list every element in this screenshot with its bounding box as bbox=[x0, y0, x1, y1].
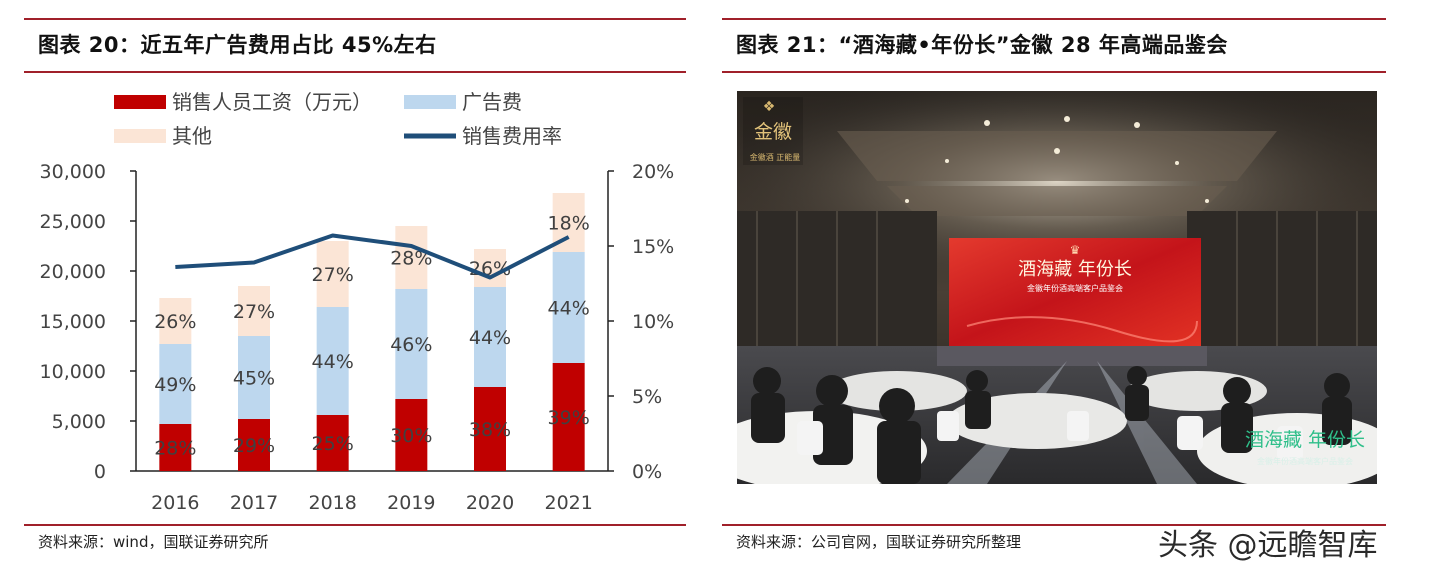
bar-segment bbox=[474, 387, 506, 471]
bar-data-label: 28% bbox=[390, 248, 432, 270]
bar-data-label: 45% bbox=[233, 368, 275, 390]
bar-segment bbox=[159, 424, 192, 471]
logo-text: 金徽 bbox=[754, 121, 792, 143]
source-note: 资料来源：wind，国联证券研究所 bbox=[38, 533, 269, 551]
bar-segment bbox=[238, 419, 270, 471]
bar-data-label: 39% bbox=[548, 407, 590, 429]
y-left-tick-label: 20,000 bbox=[40, 261, 106, 283]
x-tick-label: 2019 bbox=[387, 492, 435, 514]
bar-segment bbox=[238, 286, 270, 336]
y-right-tick-label: 15% bbox=[632, 236, 674, 258]
bar-data-label: 44% bbox=[469, 327, 511, 349]
svg-text:♛: ♛ bbox=[1070, 243, 1081, 257]
bar-segment bbox=[395, 226, 428, 289]
screen-title: 酒海藏 年份长 bbox=[1018, 259, 1132, 280]
brand-logo: ❖ 金徽 金徽酒 正能量 bbox=[743, 97, 803, 165]
photo-title: 图表 21：“酒海藏•年份长”金徽 28 年高端品鉴会 bbox=[736, 33, 1228, 57]
bar-segment bbox=[395, 289, 428, 399]
screen-subtitle: 金徽年份酒高端客户品鉴会 bbox=[1027, 283, 1123, 293]
legend-item: 其他 bbox=[114, 124, 212, 148]
chart-axes: 0 5,000 10,000 15,000 20,000 25,000 30,000 0% 5%… bbox=[40, 161, 675, 514]
bottom-rule bbox=[24, 524, 686, 526]
y-right-tick-label: 20% bbox=[632, 161, 674, 183]
stage-screen: ♛ 酒海藏 年份长 金徽年份酒高端客户品鉴会 bbox=[1018, 243, 1132, 293]
y-right-tick-label: 10% bbox=[632, 311, 674, 333]
logo-subtext: 金徽酒 正能量 bbox=[750, 152, 801, 162]
legend-label: 销售人员工资（万元） bbox=[172, 90, 372, 114]
y-left-tick-label: 30,000 bbox=[40, 161, 106, 183]
bar-segment bbox=[552, 363, 585, 471]
bar-segment bbox=[316, 307, 349, 415]
watermark: 头条 @远瞻智库 bbox=[1158, 528, 1378, 563]
chart-title: 图表 20：近五年广告费用占比 45%左右 bbox=[38, 33, 437, 57]
source-note: 资料来源：公司官网，国联证券研究所整理 bbox=[736, 533, 1022, 551]
bar-data-label: 29% bbox=[233, 435, 275, 457]
legend-label: 其他 bbox=[172, 124, 212, 148]
bar-segment bbox=[159, 298, 192, 344]
x-tick-label: 2018 bbox=[308, 492, 356, 514]
y-left-tick-label: 5,000 bbox=[52, 411, 106, 433]
y-left-tick-label: 15,000 bbox=[40, 311, 106, 333]
legend-item: 销售人员工资（万元） bbox=[114, 90, 372, 114]
bar-data-label: 46% bbox=[390, 334, 432, 356]
bar-data-label: 27% bbox=[312, 264, 354, 286]
bar-data-label: 49% bbox=[154, 374, 196, 396]
legend-swatch bbox=[114, 129, 166, 143]
legend-swatch bbox=[114, 95, 166, 109]
bar-data-label: 26% bbox=[154, 311, 196, 333]
top-rule bbox=[722, 18, 1386, 20]
bar-data-label: 44% bbox=[312, 351, 354, 373]
bar-segment bbox=[159, 344, 192, 424]
legend-item: 销售费用率 bbox=[404, 124, 562, 148]
bar-segment bbox=[474, 287, 506, 387]
y-right-tick-label: 5% bbox=[632, 386, 662, 408]
legend-swatch bbox=[404, 95, 456, 109]
bar-segment bbox=[238, 336, 270, 419]
bottom-rule bbox=[722, 524, 1386, 526]
photo-overlay-caption: 酒海藏 年份长 金徽年份酒高端客户品鉴会 bbox=[1245, 429, 1365, 466]
bar-segment bbox=[316, 415, 349, 471]
x-tick-label: 2017 bbox=[230, 492, 278, 514]
x-tick-label: 2016 bbox=[151, 492, 199, 514]
legend-label: 销售费用率 bbox=[462, 124, 562, 148]
bar-data-label: 30% bbox=[390, 425, 432, 447]
x-tick-label: 2020 bbox=[466, 492, 514, 514]
chart-line bbox=[175, 233, 570, 280]
bar-segment bbox=[474, 249, 506, 287]
legend-label: 广告费 bbox=[462, 90, 522, 114]
rate-line bbox=[175, 233, 570, 280]
bar-segment bbox=[552, 252, 585, 363]
bar-data-label: 25% bbox=[312, 433, 354, 455]
y-left-tick-label: 10,000 bbox=[40, 361, 106, 383]
title-rule bbox=[722, 71, 1386, 73]
bar-segment bbox=[395, 399, 428, 471]
y-left-tick-label: 25,000 bbox=[40, 211, 106, 233]
bar-data-label: 28% bbox=[154, 438, 196, 460]
legend-item: 广告费 bbox=[404, 90, 522, 114]
bar-data-label: 38% bbox=[469, 419, 511, 441]
svg-text:❖: ❖ bbox=[763, 99, 776, 115]
x-tick-label: 2021 bbox=[544, 492, 592, 514]
chart-bars: 28% 49% 26% 29% 45% 27% 25% 44% 27% 30% 46% 28% 38% 4… bbox=[154, 193, 590, 471]
bar-data-label: 44% bbox=[548, 298, 590, 320]
bar-segment bbox=[316, 241, 349, 307]
top-rule bbox=[24, 18, 686, 20]
title-rule bbox=[24, 71, 686, 73]
bar-data-label: 18% bbox=[548, 213, 590, 235]
event-photo: ♛ 酒海藏 年份长 金徽年份酒高端客户品鉴会 bbox=[737, 91, 1377, 484]
y-left-tick-label: 0 bbox=[94, 461, 106, 483]
overlay-subtitle: 金徽年份酒高端客户品鉴会 bbox=[1257, 456, 1353, 466]
y-right-tick-label: 0% bbox=[632, 461, 662, 483]
bar-data-label: 27% bbox=[233, 301, 275, 323]
overlay-title: 酒海藏 年份长 bbox=[1245, 429, 1365, 451]
